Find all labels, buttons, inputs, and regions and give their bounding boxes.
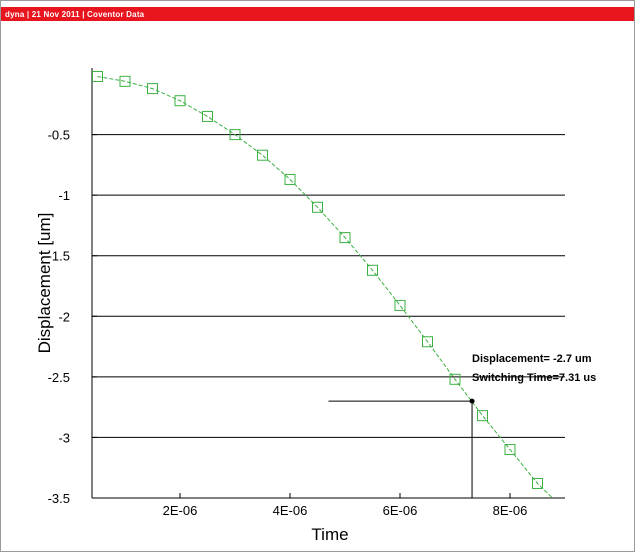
annotations: Displacement= -2.7 um Switching Time=7.31… [328,353,596,498]
data-point-marker [92,70,103,82]
switching-point-marker [469,398,475,404]
header-text: dyna | 21 Nov 2011 | Coventor Data [5,9,145,19]
x-axis-title: Time [311,525,348,544]
y-tick-label: -1 [58,188,70,203]
annotation-text: Displacement= -2.7 um [472,353,592,365]
data-point-marker [202,110,213,122]
data-point-marker [119,75,131,87]
y-tick-label: -3 [58,430,70,445]
data-point-marker [367,264,378,276]
y-axis-title: Displacement [um] [35,213,54,354]
x-tick-label: 4E-06 [273,503,308,518]
series [92,70,570,515]
data-point-marker [477,410,488,422]
y-tick-label: -0.5 [48,128,70,143]
data-point-marker [422,336,433,348]
data-point-marker [560,505,570,515]
y-tick-label: -2 [58,309,70,324]
data-point-marker [284,173,296,185]
y-tick-label: -1.5 [48,249,70,264]
tick-labels: -0.5 -1 -1.5 -2 -2.5 -3 -3.5 2E-06 4E-06 6E-06 8E-… [48,128,528,518]
data-point-marker [504,444,516,456]
series-line [97,76,554,498]
axes [91,68,565,499]
y-tick-label: -2.5 [48,370,70,385]
data-point-marker [229,129,241,141]
data-point-marker [449,373,461,385]
data-point-marker [312,201,323,213]
x-tick-label: 6E-06 [383,503,418,518]
x-tick-label: 8E-06 [493,503,528,518]
data-point-marker [394,299,406,311]
x-tick-label: 2E-06 [163,503,198,518]
data-point-marker [174,95,186,107]
data-point-marker [339,232,351,244]
grid-lines [92,134,565,499]
annotation-text: Switching Time=7.31 us [472,372,596,384]
data-point-marker [257,149,268,161]
data-point-marker [532,477,543,489]
y-tick-label: -3.5 [48,491,70,506]
data-point-marker [147,83,158,95]
header-bar: dyna | 21 Nov 2011 | Coventor Data [1,7,634,21]
